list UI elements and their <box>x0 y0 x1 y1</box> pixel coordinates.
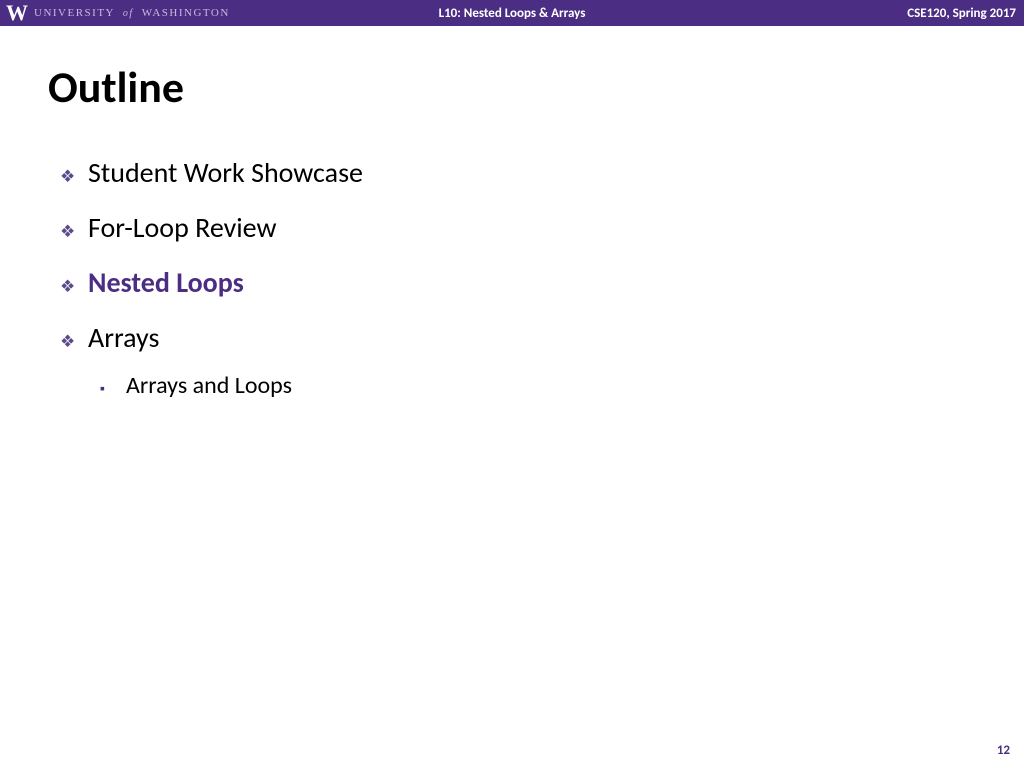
outline-item-label: Nested Loops <box>88 265 244 300</box>
outline-item: ❖ Arrays <box>60 320 940 355</box>
slide-title: Outline <box>48 60 184 114</box>
outline-item-label: Student Work Showcase <box>88 155 363 190</box>
slide: W UNIVERSITY of WASHINGTON L10: Nested L… <box>0 0 1024 768</box>
logo-washington: WASHINGTON <box>142 7 230 19</box>
outline-item-current: ❖ Nested Loops <box>60 265 940 300</box>
outline-content: ❖ Student Work Showcase ❖ For-Loop Revie… <box>60 155 940 419</box>
outline-item: ❖ For-Loop Review <box>60 210 940 245</box>
header-lecture-title: L10: Nested Loops & Arrays <box>439 6 586 21</box>
square-bullet-icon: ▪ <box>100 376 126 396</box>
header-bar: W UNIVERSITY of WASHINGTON L10: Nested L… <box>0 0 1024 26</box>
logo-of: of <box>119 8 138 19</box>
outline-subitem-label: Arrays and Loops <box>126 371 292 401</box>
logo-university: UNIVERSITY <box>34 7 115 19</box>
outline-subitem: ▪ Arrays and Loops <box>100 371 940 401</box>
page-number: 12 <box>997 743 1010 758</box>
outline-item: ❖ Student Work Showcase <box>60 155 940 190</box>
header-logo: W UNIVERSITY of WASHINGTON <box>6 2 230 24</box>
diamond-bullet-icon: ❖ <box>60 160 88 185</box>
uw-logo-w: W <box>6 2 28 24</box>
uw-logo-text: UNIVERSITY of WASHINGTON <box>34 7 230 19</box>
header-course-info: CSE120, Spring 2017 <box>907 6 1016 21</box>
diamond-bullet-icon: ❖ <box>60 270 88 295</box>
diamond-bullet-icon: ❖ <box>60 325 88 350</box>
diamond-bullet-icon: ❖ <box>60 215 88 240</box>
outline-item-label: For-Loop Review <box>88 210 277 245</box>
outline-item-label: Arrays <box>88 320 159 355</box>
